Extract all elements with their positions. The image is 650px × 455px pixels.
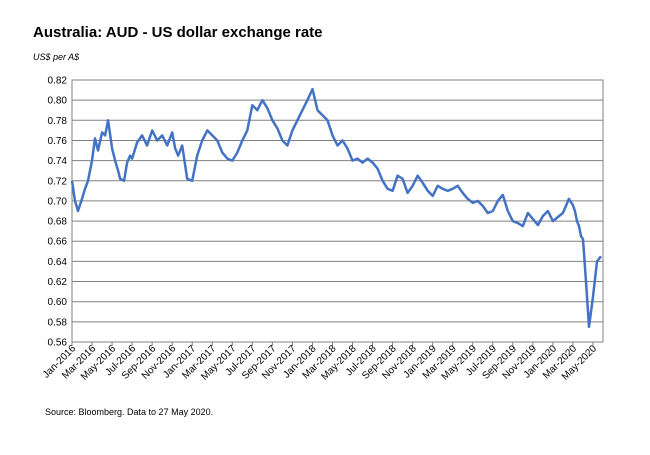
y-tick-label: 0.66 [48,237,68,248]
grid-lines [72,79,603,343]
chart-title: Australia: AUD - US dollar exchange rate [33,24,323,41]
source-note: Source: Bloomberg. Data to 27 May 2020. [45,407,214,417]
series-line-aud-usd [70,87,602,329]
series-group [70,87,602,329]
y-tick-label: 0.72 [48,176,68,187]
x-axis-ticks: Jan-2016Mar-2016May-2016Jul-2016Sep-2016… [41,342,599,383]
y-tick-label: 0.70 [48,196,68,207]
y-tick-label: 0.64 [48,257,68,268]
y-tick-label: 0.82 [48,76,68,87]
y-tick-label: 0.56 [48,338,68,349]
y-tick-label: 0.68 [48,217,68,228]
y-axis-ticks: 0.56 0.58 0.60 0.62 0.64 0.66 0.68 0.70 0.72 0.74… [48,76,68,349]
y-axis-label: US$ per A$ [33,52,80,62]
y-tick-label: 0.78 [48,116,68,127]
y-tick-label: 0.58 [48,317,68,328]
plot-frame [71,79,604,343]
y-tick-label: 0.76 [48,136,68,147]
y-tick-label: 0.80 [48,96,68,107]
y-tick-label: 0.62 [48,277,68,288]
y-tick-label: 0.60 [48,297,68,308]
y-tick-label: 0.74 [48,156,68,167]
